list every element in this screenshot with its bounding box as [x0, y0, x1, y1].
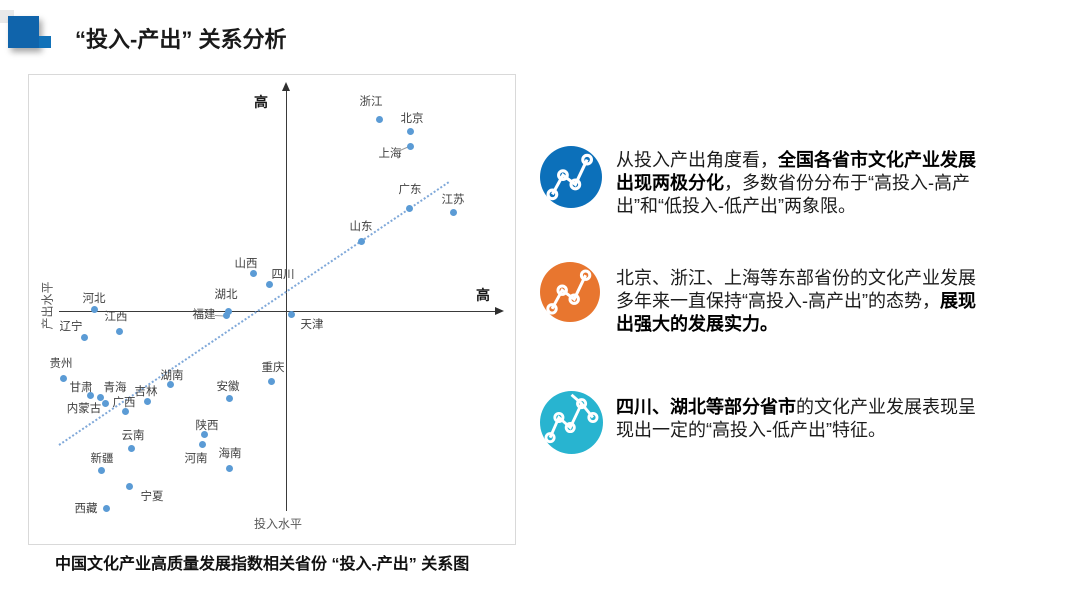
point-label: 江西 — [104, 311, 128, 323]
page-title: “投入-产出” 关系分析 — [75, 27, 287, 52]
data-point — [101, 399, 109, 407]
insight-text-span: ，多数省份分布于“高投入-高产出”和“低投入-低产出”两象限。 — [616, 173, 970, 216]
data-point — [249, 269, 257, 277]
point-label: 北京 — [400, 113, 424, 125]
data-point — [143, 397, 151, 405]
point-label: 山东 — [349, 221, 373, 233]
x-axis-line — [59, 311, 497, 312]
insight-text: 北京、浙江、上海等东部省份的文化产业发展多年来一直保持“高投入-高产出”的态势，… — [616, 267, 992, 336]
data-point — [102, 504, 110, 512]
point-label: 天津 — [300, 319, 324, 331]
point-label: 河南 — [184, 453, 208, 465]
data-point — [59, 374, 67, 382]
point-label: 甘肃 — [69, 382, 93, 394]
point-label: 云南 — [121, 430, 145, 442]
insight-text: 从投入产出角度看，全国各省市文化产业发展出现两极分化，多数省份分布于“高投入-高… — [616, 149, 992, 218]
chart-caption: 中国文化产业高质量发展指数相关省份 “投入-产出” 关系图 — [55, 556, 470, 573]
point-label: 湖北 — [214, 289, 238, 301]
data-point — [406, 142, 414, 150]
point-label: 四川 — [271, 269, 295, 281]
data-point — [80, 333, 88, 341]
point-label: 海南 — [218, 448, 242, 460]
point-label: 河北 — [82, 293, 106, 305]
point-label: 陕西 — [195, 420, 219, 432]
insight-text-span: 北京、浙江、上海等东部省份的文化产业发展多年来一直保持“高投入-高产出”的态势， — [616, 268, 976, 311]
point-label: 新疆 — [90, 453, 114, 465]
insight-text-bold: 展现出强大的发展实力。 — [616, 291, 976, 334]
data-point — [406, 127, 414, 135]
y-axis-line — [286, 90, 287, 511]
data-point — [449, 208, 457, 216]
point-label: 重庆 — [261, 362, 285, 374]
scatter-plot: 高 高 投入水平 产出水平 浙江北京上海广东江苏山东山西四川湖北福建 河北江西辽宁… — [28, 74, 516, 545]
insight-text-span: 从投入产出角度看， — [616, 150, 778, 170]
y-axis-title: 产出水平 — [40, 281, 55, 330]
data-point — [224, 307, 232, 315]
data-point — [127, 444, 135, 452]
point-label: 江苏 — [441, 194, 465, 206]
line-chart-icon — [540, 262, 600, 327]
data-point — [200, 430, 208, 438]
data-point — [198, 440, 206, 448]
data-point — [287, 310, 295, 318]
point-label: 西藏 — [74, 503, 98, 515]
line-chart-icon — [540, 146, 602, 213]
point-label: 青海 — [103, 382, 127, 394]
data-point — [121, 407, 129, 415]
point-label: 安徽 — [216, 381, 240, 393]
logo-blue-square — [8, 16, 39, 48]
point-label: 浙江 — [359, 96, 383, 108]
data-point — [90, 305, 98, 313]
y-axis-arrow-icon — [282, 82, 290, 91]
point-label: 吉林 — [134, 386, 158, 398]
point-label: 湖南 — [160, 370, 184, 382]
logo-blue-square-small — [39, 36, 51, 48]
point-label: 辽宁 — [59, 321, 83, 333]
point-label: 内蒙古 — [66, 403, 102, 415]
network-chart-icon — [540, 391, 603, 459]
x-axis-high-label: 高 — [476, 287, 490, 303]
data-point — [125, 482, 133, 490]
insight-text-span: 的文化产业发展表现呈现出一定的“高投入-低产出”特征。 — [616, 397, 976, 440]
data-point — [357, 237, 365, 245]
y-axis-high-label: 高 — [254, 94, 268, 110]
data-point — [115, 327, 123, 335]
data-point — [225, 464, 233, 472]
data-point — [96, 393, 104, 401]
data-point — [166, 380, 174, 388]
x-axis-arrow-icon — [495, 307, 504, 315]
insight-text-bold: 四川、湖北等部分省市 — [616, 397, 796, 417]
insight-text: 四川、湖北等部分省市的文化产业发展表现呈现出一定的“高投入-低产出”特征。 — [616, 396, 992, 442]
data-point — [375, 115, 383, 123]
insight-text-bold: 全国各省市文化产业发展出现两极分化 — [616, 150, 976, 193]
data-point — [265, 280, 273, 288]
point-label: 宁夏 — [140, 491, 164, 503]
point-label: 广东 — [398, 184, 422, 196]
data-point — [225, 394, 233, 402]
point-label: 福建 — [192, 309, 216, 321]
data-point — [86, 391, 94, 399]
x-axis-title: 投入水平 — [253, 517, 302, 531]
data-point — [97, 466, 105, 474]
point-label: 广西 — [112, 397, 136, 409]
data-point — [222, 311, 230, 319]
data-point — [405, 204, 413, 212]
point-label: 贵州 — [49, 358, 73, 370]
point-label: 山西 — [234, 258, 258, 270]
data-point — [267, 377, 275, 385]
point-label: 上海 — [378, 148, 402, 160]
